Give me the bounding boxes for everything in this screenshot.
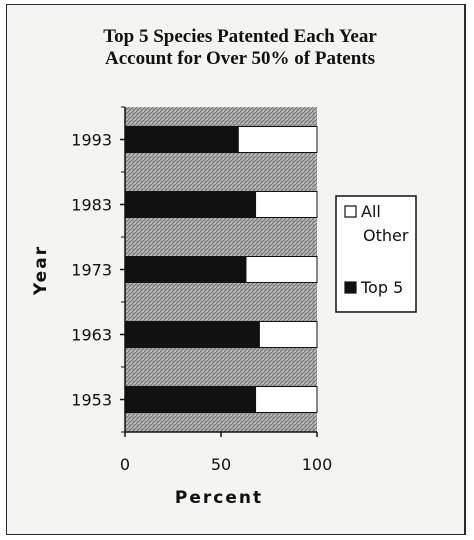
bar-1953-all-other	[255, 386, 318, 413]
x-axis-title: Percent	[175, 488, 263, 508]
legend-swatch	[344, 205, 357, 218]
legend-swatch	[344, 281, 357, 294]
legend: All Other Top 5	[335, 195, 417, 313]
y-tick-label: 1973	[71, 261, 112, 280]
legend-label: Other	[363, 226, 409, 245]
y-tick-label: 1983	[71, 196, 112, 215]
bar-1963-top-5	[124, 321, 260, 348]
bar-1983-top-5	[124, 191, 257, 218]
y-tick-label: 1963	[71, 326, 112, 345]
legend-label: Top 5	[360, 278, 403, 297]
bar-1983-all-other	[255, 191, 318, 218]
legend-label: All	[361, 202, 381, 221]
bar-1953-top-5	[124, 386, 257, 413]
bar-1963-all-other	[258, 321, 318, 348]
y-axis-title: Year	[31, 245, 51, 296]
chart-title: Top 5 Species Patented Each Year Account…	[40, 26, 440, 70]
chart-title-line-2: Account for Over 50% of Patents	[105, 48, 375, 69]
bar-1993-top-5	[124, 126, 239, 153]
y-tick-label: 1953	[71, 391, 112, 410]
x-tick-label: 0	[120, 455, 130, 474]
x-tick-label: 100	[302, 455, 333, 474]
y-tick-label: 1993	[71, 131, 112, 150]
bar-1973-top-5	[124, 256, 247, 283]
bar-1993-all-other	[237, 126, 318, 153]
chart-title-line-1: Top 5 Species Patented Each Year	[103, 26, 377, 47]
x-tick-label: 50	[211, 455, 231, 474]
bar-1973-all-other	[245, 256, 318, 283]
